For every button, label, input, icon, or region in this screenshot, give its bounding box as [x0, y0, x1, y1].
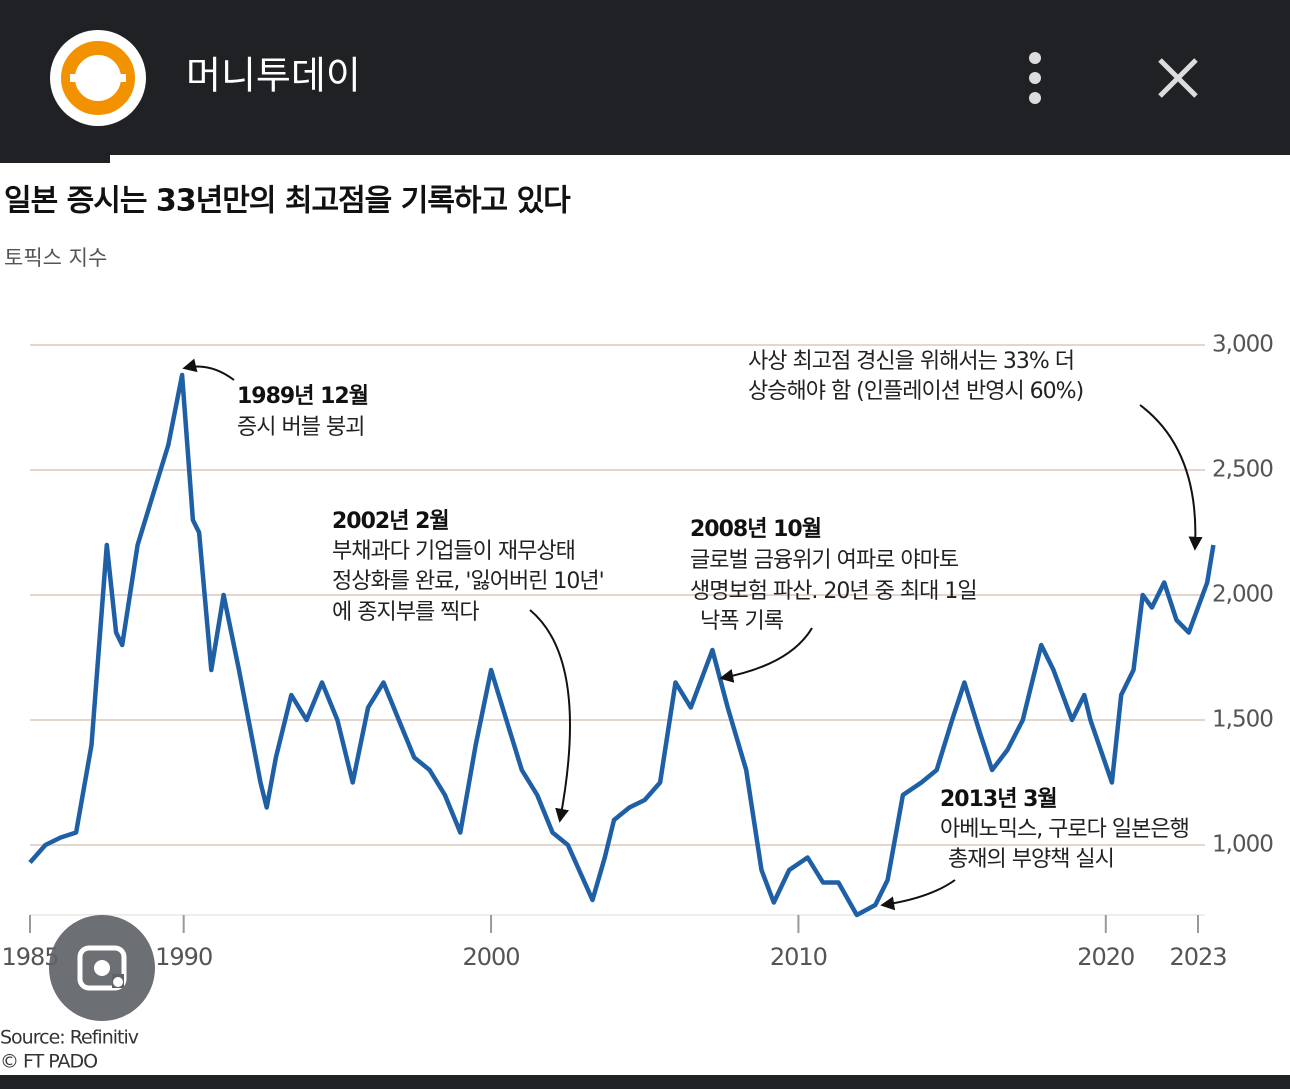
arrow — [719, 627, 813, 683]
arrow — [880, 879, 956, 911]
chart-subtitle: 토픽스 지수 — [4, 246, 107, 270]
x-tick-label: 2010 — [770, 943, 827, 971]
annotation-text: 부채과다 기업들이 재무상태 — [332, 539, 575, 564]
x-tick-label: 1990 — [155, 943, 212, 971]
annotation-text: 에 종지부를 찍다 — [332, 600, 479, 625]
annotation-text: 상승해야 함 (인플레이션 반영시 60%) — [748, 379, 1083, 404]
chart-title: 일본 증시는 33년만의 최고점을 기록하고 있다 — [4, 184, 571, 219]
app-title: 머니투데이 — [186, 54, 361, 98]
x-tick-label: 2023 — [1169, 943, 1226, 971]
y-tick-label: 3,000 — [1212, 332, 1273, 358]
annotation-text: 아베노믹스, 구로다 일본은행 — [940, 817, 1189, 842]
annotation-text: 생명보험 파산. 20년 중 최대 1일 — [690, 579, 977, 604]
menu-button[interactable] — [1029, 52, 1041, 104]
annotation-text: 증시 버블 붕괴 — [237, 415, 364, 440]
annotation-title: 2013년 3월 — [940, 787, 1057, 812]
annotation-text: 정상화를 완료, '잃어버린 10년' — [332, 569, 604, 594]
y-tick-label: 2,000 — [1212, 582, 1273, 608]
bottom-bar — [0, 1075, 1290, 1089]
y-tick-label: 1,500 — [1212, 707, 1273, 733]
credit: © FT PADO — [0, 1051, 97, 1073]
x-tick-label: 2020 — [1077, 943, 1134, 971]
arrow — [1139, 404, 1203, 551]
annotation-title: 2002년 2월 — [332, 509, 449, 534]
annotation-text: 낙폭 기록 — [700, 609, 784, 634]
y-tick-label: 2,500 — [1212, 457, 1273, 483]
source: Source: Refinitiv — [0, 1027, 139, 1049]
annotation-text: 총재의 부양책 실시 — [948, 847, 1114, 872]
annotation-title: 2008년 10월 — [690, 517, 821, 542]
x-tick-label: 2000 — [463, 943, 520, 971]
index-line — [28, 372, 1216, 918]
close-button[interactable] — [1158, 58, 1198, 98]
app-bar — [0, 0, 1290, 155]
annotation-text: 사상 최고점 경신을 위해서는 33% 더 — [748, 349, 1074, 374]
logo-ring — [61, 41, 135, 115]
arrow — [182, 358, 235, 381]
logo-bar — [70, 74, 126, 82]
annotation-text: 글로벌 금융위기 여파로 야마토 — [690, 548, 959, 573]
progress — [0, 155, 110, 163]
lens-button[interactable] — [49, 915, 155, 1021]
annotation-title: 1989년 12월 — [237, 384, 368, 409]
y-tick-label: 1,000 — [1212, 832, 1273, 858]
arrow — [529, 609, 571, 823]
